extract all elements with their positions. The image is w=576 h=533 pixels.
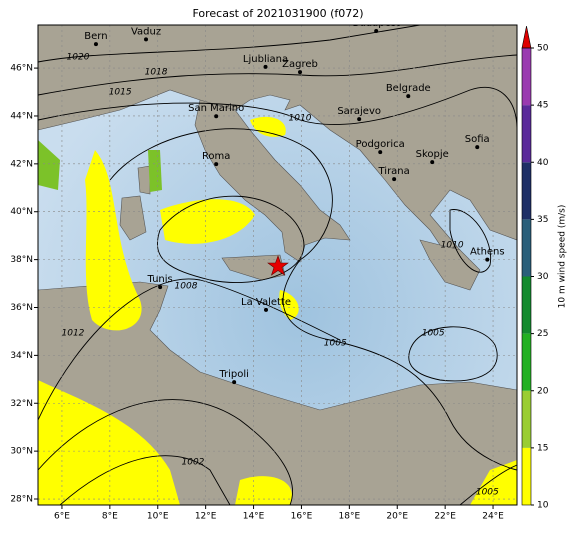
lon-tick-label: 8°E — [102, 512, 118, 522]
isobar-label: 1002 — [182, 458, 205, 468]
colorbar-segment — [522, 219, 531, 277]
isobar-label: 1010 — [289, 114, 312, 124]
city-label: Skopje — [416, 149, 449, 160]
map: 1020 1018 1015 1010 1008 1012 1005 1005 1002 1005… — [38, 18, 517, 505]
isobar-labels: 1020 1018 1015 1010 1008 1012 1005 1005 1002 1005… — [62, 53, 500, 498]
city-label: Bern — [84, 31, 107, 42]
city-label: Tripoli — [218, 369, 249, 380]
city-dot — [378, 150, 383, 155]
lon-tick-label: 10°E — [147, 512, 169, 522]
lat-tick-label: 38°N — [10, 255, 33, 265]
isobar-label: 1020 — [67, 53, 90, 63]
city-label: Tirana — [377, 166, 409, 177]
city-dot — [232, 380, 237, 385]
colorbar-tick-label: 15 — [537, 443, 548, 453]
wind-shading-strong — [38, 140, 162, 192]
isobar-label: 1005 — [422, 329, 445, 339]
colorbar-tick-label: 45 — [537, 101, 548, 111]
lon-tick-label: 6°E — [54, 512, 70, 522]
lon-tick-label: 12°E — [195, 512, 217, 522]
lat-tick-label: 28°N — [10, 495, 33, 505]
isobar-label: 1005 — [324, 339, 347, 349]
city-dot — [158, 285, 163, 290]
city-dot — [214, 162, 219, 167]
city-label: Roma — [202, 151, 231, 162]
colorbar-tick-label: 50 — [537, 44, 549, 54]
city-label: San Marino — [188, 103, 244, 114]
colorbar-label: 10 m wind speed (m/s) — [558, 205, 568, 309]
city-dot — [298, 70, 303, 75]
colorbar-tick-label: 30 — [537, 272, 549, 282]
city-dot — [406, 94, 411, 99]
lon-tick-label: 24°E — [482, 512, 504, 522]
lon-tick-label: 16°E — [291, 512, 313, 522]
colorbar-segment — [522, 105, 531, 163]
colorbar-segment — [522, 48, 531, 106]
lon-tick-label: 20°E — [386, 512, 408, 522]
title: Forecast of 2021031900 (f072) — [192, 7, 363, 20]
isobar-label: 1005 — [476, 488, 499, 498]
graticule — [38, 25, 517, 505]
colorbar-segment — [522, 276, 531, 334]
isobars — [38, 25, 517, 505]
colorbar-tick-label: 20 — [537, 386, 549, 396]
star-marker — [267, 255, 289, 276]
city-dot — [430, 160, 435, 165]
colorbar-tick-label: 25 — [537, 329, 548, 339]
lon-tick-label: 22°E — [434, 512, 456, 522]
city-label: La Valette — [241, 297, 291, 308]
city-dot — [93, 42, 98, 47]
city-dot — [264, 307, 269, 312]
lon-tick-label: 14°E — [243, 512, 265, 522]
city-label: Tunis — [147, 274, 173, 285]
isobar-label: 1010 — [441, 241, 464, 251]
lat-tick-label: 44°N — [10, 111, 33, 121]
lat-tick-label: 32°N — [10, 399, 33, 409]
city-dot — [485, 257, 490, 262]
city-label: Ljubliana — [243, 54, 288, 65]
city-label: Belgrade — [386, 83, 431, 94]
city-label: Sofia — [465, 134, 490, 145]
axes: 6°E 8°E 10°E 12°E 14°E 16°E 18°E 20°E 22°E 24°E 28… — [10, 64, 504, 522]
city-label: Budapest — [353, 18, 400, 29]
colorbar-segment — [522, 333, 531, 391]
city-dot — [475, 145, 480, 150]
city-label: Sarajevo — [337, 106, 381, 117]
city-dot — [144, 37, 149, 42]
city-label: Vaduz — [131, 26, 161, 37]
colorbar-tick-label: 35 — [537, 215, 548, 225]
lat-tick-label: 46°N — [10, 64, 33, 74]
city-label: Podgorica — [356, 139, 405, 150]
colorbar-tick-label: 10 — [537, 501, 549, 511]
colorbar: 10 15 20 25 30 35 40 45 50 10 m wind speed (m/s) — [521, 25, 568, 511]
city-dot — [392, 177, 397, 182]
land — [38, 25, 517, 505]
map-frame — [37, 24, 518, 506]
isobar-label: 1008 — [175, 282, 198, 292]
wind-shading — [38, 116, 517, 505]
lat-tick-label: 36°N — [10, 303, 33, 313]
colorbar-segment — [522, 447, 531, 505]
city-label: Zagreb — [282, 59, 318, 70]
colorbar-extension — [521, 25, 532, 49]
isobar-label: 1012 — [62, 329, 85, 339]
isobar-label: 1015 — [109, 88, 132, 98]
colorbar-segment — [522, 390, 531, 448]
lat-tick-label: 40°N — [10, 207, 33, 217]
city-label: Athens — [470, 247, 505, 258]
city-dot — [374, 28, 379, 33]
lat-tick-label: 30°N — [10, 447, 33, 457]
lat-tick-label: 42°N — [10, 159, 33, 169]
city-dot — [214, 114, 219, 119]
lon-tick-label: 18°E — [339, 512, 361, 522]
colorbar-tick-label: 40 — [537, 158, 549, 168]
city-dot — [263, 64, 268, 69]
lat-tick-label: 34°N — [10, 351, 33, 361]
isobar-label: 1018 — [145, 68, 168, 78]
colorbar-segment — [522, 162, 531, 220]
city-dot — [357, 117, 362, 122]
